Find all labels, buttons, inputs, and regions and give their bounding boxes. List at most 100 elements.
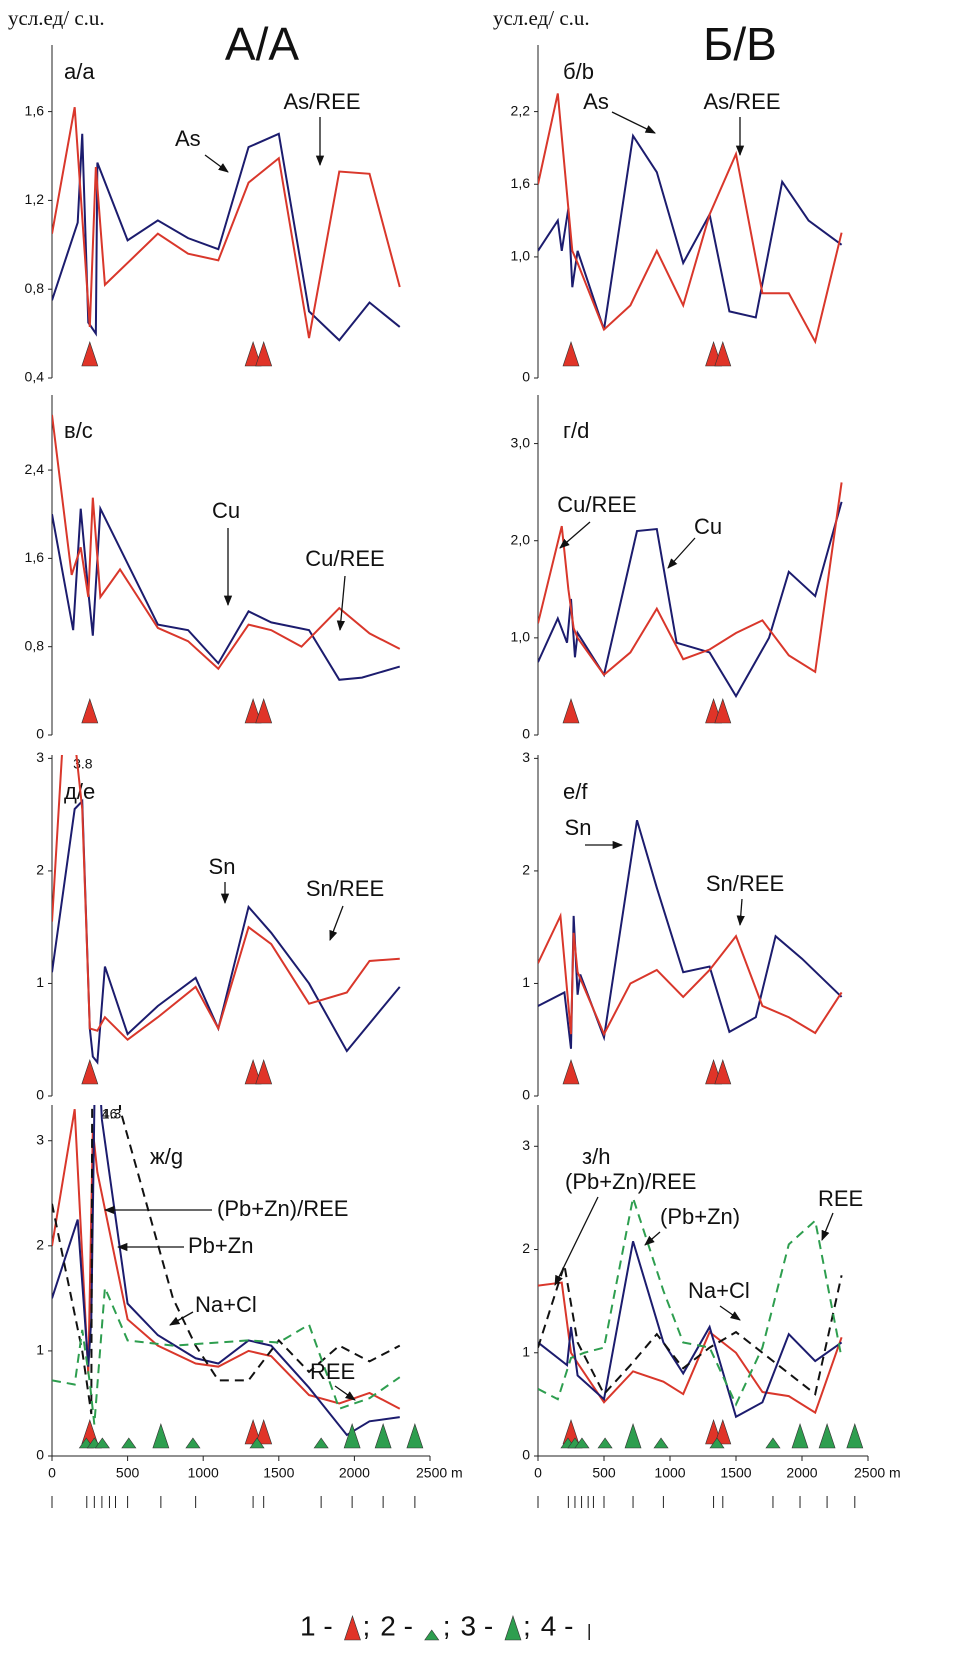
red-triangle <box>244 341 262 367</box>
y-tick-label: 1 <box>522 1343 530 1359</box>
x-tick-label: 2500 m <box>854 1465 901 1481</box>
legend-icon <box>344 1615 361 1641</box>
annotation-arrow <box>554 1196 599 1286</box>
annotation-arrow <box>334 1385 356 1401</box>
series-label: REE <box>310 1359 355 1384</box>
x-tick-label: 500 <box>592 1465 616 1481</box>
y-tick-label: 3 <box>522 749 530 765</box>
annotation-arrow <box>736 898 745 927</box>
red-triangle <box>562 698 580 724</box>
y-tick-label: 3 <box>522 1137 530 1153</box>
legend-icon <box>424 1629 440 1641</box>
legend-label: 3 - <box>461 1610 501 1641</box>
large-green-triangle <box>846 1423 864 1449</box>
y-tick-label: 1,6 <box>25 102 45 118</box>
y-tick-label: 1 <box>522 974 530 990</box>
series-label: Cu <box>212 498 240 523</box>
panel: 0,4 0,8 1,2 1,6 а/а As As/REE <box>25 45 401 385</box>
x-tick-label: 1500 <box>720 1465 751 1481</box>
y-tick-label: 2 <box>522 1240 530 1256</box>
x-tick-label: 0 <box>534 1465 542 1481</box>
panel: 0 1 2 3 е/f Sn Sn/REE <box>522 749 843 1103</box>
series-label: Na+Cl <box>195 1292 257 1317</box>
series-label: Cu/REE <box>557 492 636 517</box>
panel-title: е/f <box>563 779 588 804</box>
small-green-triangle <box>597 1437 613 1449</box>
series-line <box>52 798 401 1065</box>
panel: 0 1 2 3 0 500 1000 1500 2000 2500 m з/h(Pb+Zn)/REE… <box>522 1105 901 1508</box>
legend-label: 4 - <box>541 1610 581 1641</box>
red-triangle <box>714 341 732 367</box>
panel-title: з/h <box>582 1144 610 1169</box>
legend-label: 1 - <box>300 1610 340 1641</box>
y-tick-label: 3 <box>36 749 44 765</box>
annotation-arrow <box>559 521 591 549</box>
small-green-triangle <box>653 1437 669 1449</box>
y-tick-label: 0 <box>522 726 530 742</box>
unit-label: усл.ед/ с.u. <box>8 6 105 30</box>
legend-separator: ; <box>362 1610 370 1641</box>
y-tick-label: 3,0 <box>511 434 531 450</box>
series-label: Cu/REE <box>305 546 384 571</box>
unit-label: усл.ед/ с.u. <box>493 6 590 30</box>
x-tick-label: 1000 <box>654 1465 685 1481</box>
series-label: Sn <box>209 854 236 879</box>
panel-title: г/d <box>563 418 589 443</box>
y-tick-label: 2 <box>522 862 530 878</box>
series-label: Pb+Zn <box>188 1233 253 1258</box>
series-line <box>52 1105 401 1415</box>
series-label: As <box>175 126 201 151</box>
series-label: As <box>583 89 609 114</box>
y-tick-label: 1,2 <box>25 191 45 207</box>
y-tick-label: 1,0 <box>511 629 531 645</box>
y-tick-label: 1,6 <box>511 175 531 191</box>
series-line <box>52 1109 401 1410</box>
series-line <box>538 482 843 677</box>
series-line <box>52 106 401 339</box>
x-tick-label: 1500 <box>263 1465 294 1481</box>
red-triangle <box>714 698 732 724</box>
large-green-triangle <box>624 1423 642 1449</box>
panel: 0 0,8 1,6 2,4 в/с Cu Cu/REE <box>25 395 401 742</box>
y-tick-label: 0 <box>522 1087 530 1103</box>
series-label: (Pb+Zn)/REE <box>565 1169 696 1194</box>
y-tick-label: 1,0 <box>511 248 531 264</box>
red-triangle <box>255 698 273 724</box>
series-line <box>538 501 843 699</box>
x-tick-label: 2500 m <box>416 1465 463 1481</box>
small-green-triangle <box>574 1437 590 1449</box>
y-tick-label: 1 <box>36 974 44 990</box>
annotation-arrow <box>719 1305 741 1321</box>
y-tick-label: 2,4 <box>25 461 45 477</box>
series-line <box>52 132 401 342</box>
series-line <box>52 414 401 671</box>
large-green-triangle <box>818 1423 836 1449</box>
annotation-arrow <box>204 154 229 173</box>
x-tick-label: 2000 <box>786 1465 817 1481</box>
series-label: REE <box>818 1186 863 1211</box>
panel: 0 1 2 3 0 500 1000 1500 2000 2500 m ж/g 4.316 (Pb+Zn… <box>36 1105 463 1508</box>
large-green-triangle <box>374 1423 392 1449</box>
series-line <box>538 93 843 345</box>
small-green-triangle <box>121 1437 137 1449</box>
series-label: (Pb+Zn) <box>660 1204 740 1229</box>
panel-title: а/а <box>64 59 95 84</box>
series-line <box>52 1105 400 1437</box>
red-triangle <box>714 1059 732 1085</box>
series-line <box>538 1264 843 1396</box>
large-green-triangle <box>791 1423 809 1449</box>
series-label: Sn <box>565 815 592 840</box>
series-label: Cu <box>694 514 722 539</box>
series-line <box>538 1281 843 1415</box>
red-triangle <box>255 341 273 367</box>
annotation-arrow <box>644 1231 661 1246</box>
legend-icon <box>504 1615 522 1641</box>
y-tick-label: 0 <box>522 1447 530 1463</box>
series-line <box>538 819 843 1049</box>
y-tick-label: 0 <box>522 369 530 385</box>
group-title: А/А <box>225 18 299 70</box>
annotation-arrow <box>336 575 346 632</box>
annotation-arrow <box>169 1311 194 1326</box>
annotation-arrow <box>667 537 696 569</box>
y-tick-label: 0 <box>36 1447 44 1463</box>
